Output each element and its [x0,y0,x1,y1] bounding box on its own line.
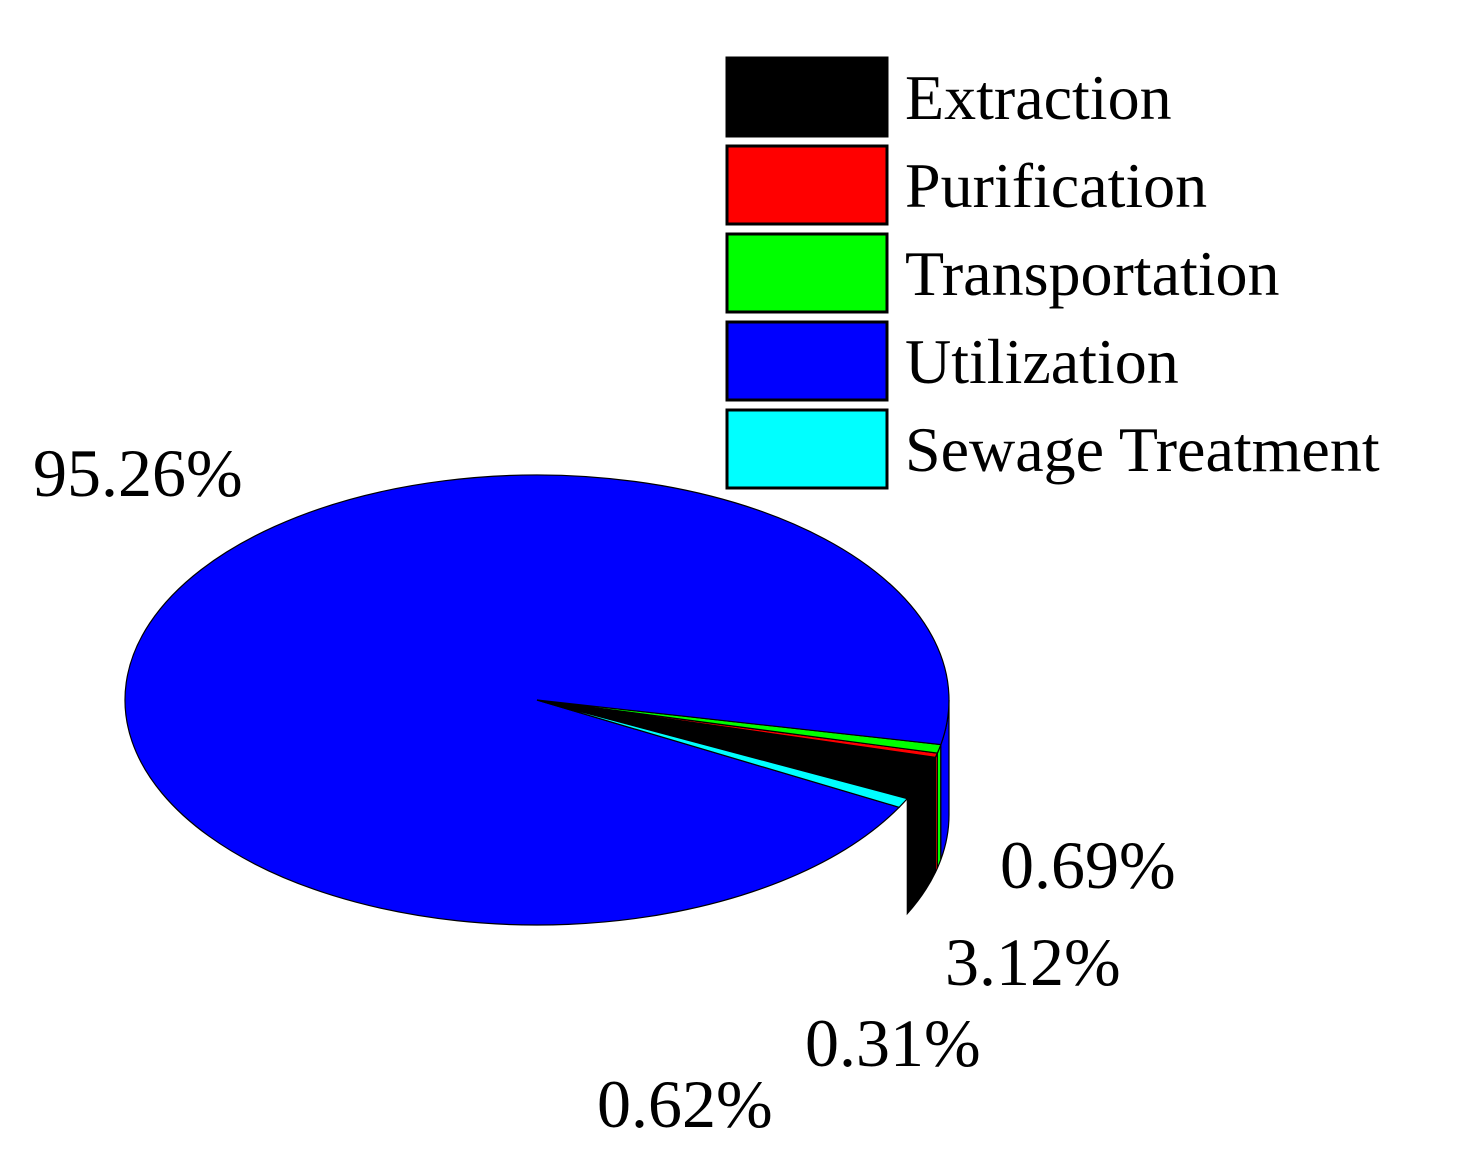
legend-swatch-purification [725,144,889,226]
legend-label-sewage-treatment: Sewage Treatment [905,414,1380,485]
legend-label-utilization: Utilization [905,326,1179,397]
value-labels: 3.12%0.31% 0.62% 95.26% 0.69% [33,435,1176,1142]
value-label-sewage-treatment: 0.69% [1000,827,1176,903]
legend-swatch-utilization [725,320,889,402]
legend-label-transportation: Transportation [905,238,1280,309]
legend-swatch-sewage-treatment [725,408,889,490]
value-label-transportation: 0.62% [597,1066,773,1142]
legend-label-extraction: Extraction [905,62,1172,133]
legend-swatch-transportation [725,232,889,314]
legend: Extraction Purification Transportation Util… [725,56,1380,490]
legend-label-purification: Purification [905,150,1207,221]
value-label-utilization: 95.26% [33,435,243,511]
value-label-extraction: 3.12% [945,924,1121,1000]
legend-swatch-extraction [725,56,889,138]
slice-sewage-treatment [536,699,909,808]
pie-top-slices [124,474,950,926]
value-label-purification: 0.31% [805,1005,981,1081]
